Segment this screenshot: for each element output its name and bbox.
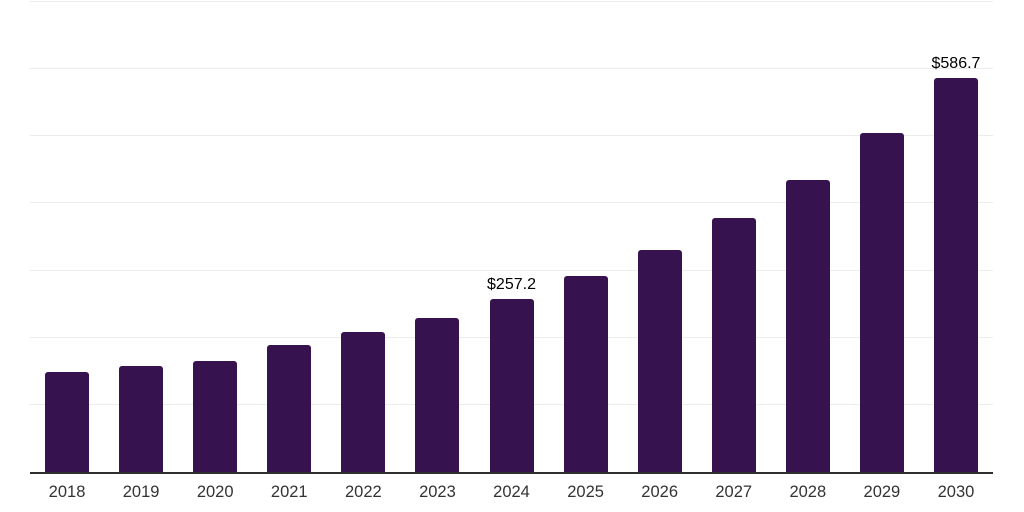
gridline-500 — [30, 135, 993, 137]
bar-2027 — [711, 217, 756, 472]
x-tick-label-2021: 2021 — [270, 483, 308, 501]
bar-2029 — [859, 132, 904, 472]
x-tick-label-2019: 2019 — [122, 483, 160, 501]
gridline-300 — [30, 269, 993, 271]
bar-2024: $257.2 — [487, 277, 536, 472]
bar-2023 — [415, 317, 460, 472]
bar-2030: $586.7 — [932, 56, 980, 472]
x-tick-label-2018: 2018 — [48, 483, 86, 501]
bar-2020 — [193, 360, 238, 472]
bars-container: $257.2 $586.7 — [30, 2, 993, 472]
bar-column-2018 — [30, 2, 104, 472]
value-label-2024: $257.2 — [487, 276, 536, 294]
bar-column-2030: $586.7 — [919, 2, 993, 472]
bar-2025 — [563, 275, 608, 472]
x-tick-label-2020: 2020 — [196, 483, 234, 501]
x-tick-label-2023: 2023 — [419, 483, 456, 501]
bar-2018 — [45, 372, 90, 472]
bar-2019 — [119, 366, 164, 472]
gridline-600 — [30, 68, 993, 70]
bar-2026 — [637, 249, 682, 472]
plot-area: $257.2 $586.7 — [30, 1, 993, 474]
bar-column-2026 — [623, 2, 697, 472]
x-tick-label-2024: 2024 — [493, 483, 530, 501]
x-tick-label-2028: 2028 — [789, 483, 827, 501]
bar-column-2029 — [845, 2, 919, 472]
value-label-2030: $586.7 — [931, 55, 981, 73]
x-tick-label-2025: 2025 — [567, 483, 604, 501]
bar-column-2024: $257.2 — [474, 2, 548, 472]
x-tick-label-2029: 2029 — [863, 483, 901, 501]
x-tick-label-2027: 2027 — [715, 483, 753, 501]
gridline-400 — [30, 202, 993, 204]
bar-2021 — [267, 345, 312, 472]
x-tick-label-2030: 2030 — [937, 483, 975, 501]
bar-column-2025 — [549, 2, 623, 472]
bar-2028 — [785, 179, 830, 472]
bar-column-2020 — [178, 2, 252, 472]
bar-2022 — [341, 332, 386, 472]
bar-column-2021 — [252, 2, 326, 472]
bar-column-2028 — [771, 2, 845, 472]
bar-column-2019 — [104, 2, 178, 472]
bar-column-2023 — [400, 2, 474, 472]
x-tick-label-2026: 2026 — [641, 483, 679, 501]
bar-column-2027 — [697, 2, 771, 472]
x-axis: 2018 2019 2020 2021 2022 2023 2024 2025 2026 2027… — [30, 483, 993, 503]
gridline-700 — [30, 1, 993, 2]
x-tick-label-2022: 2022 — [344, 483, 382, 501]
bar-column-2022 — [326, 2, 400, 472]
